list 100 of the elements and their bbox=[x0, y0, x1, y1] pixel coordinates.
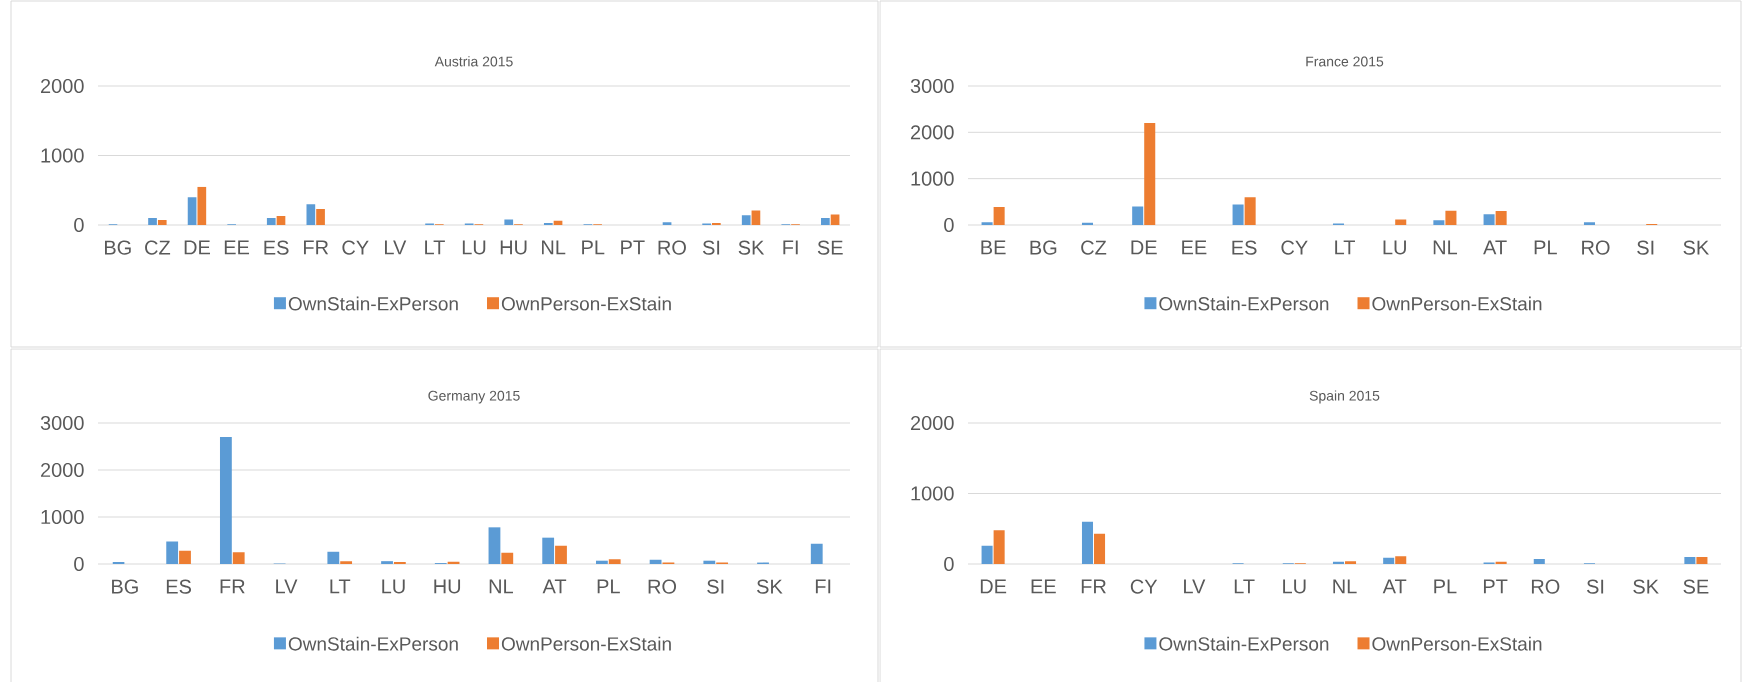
x-tick-label: PL bbox=[1534, 240, 1557, 255]
x-tick-label: HU bbox=[500, 240, 527, 255]
x-tick-label: BG bbox=[1030, 240, 1057, 255]
x-tick-label: EE bbox=[224, 240, 250, 255]
bar bbox=[993, 530, 1005, 564]
chart-title: Spain 2015 bbox=[1309, 390, 1380, 404]
legend-label: OwnStain-ExPerson bbox=[1159, 296, 1329, 311]
y-tick-label: 3000 bbox=[910, 78, 954, 94]
x-tick-label: PT bbox=[1483, 579, 1508, 594]
y-tick-label: 0 bbox=[944, 556, 954, 572]
bar bbox=[306, 204, 316, 225]
x-tick-label: SE bbox=[1683, 579, 1709, 594]
y-tick-label: 1000 bbox=[41, 148, 84, 163]
x-tick-label: RO bbox=[1531, 579, 1560, 594]
bar bbox=[276, 215, 286, 225]
bar bbox=[148, 218, 157, 225]
x-tick-label: HU bbox=[434, 579, 461, 594]
x-tick-label: BE bbox=[981, 240, 1006, 255]
bar bbox=[662, 222, 672, 225]
legend-label: OwnPerson-ExStain bbox=[1372, 636, 1542, 651]
y-tick-label: 0 bbox=[74, 217, 84, 233]
bar bbox=[1132, 206, 1144, 225]
x-tick-label: LV bbox=[385, 240, 407, 255]
chart-title: Germany 2015 bbox=[428, 390, 520, 404]
x-tick-label: AT bbox=[1382, 579, 1407, 594]
bar bbox=[1495, 211, 1507, 225]
y-tick-label: 0 bbox=[74, 556, 84, 572]
bar bbox=[555, 545, 567, 564]
x-tick-label: NL bbox=[1333, 579, 1357, 594]
x-tick-label: LT bbox=[1335, 240, 1355, 255]
bar bbox=[981, 222, 993, 225]
bar bbox=[381, 561, 393, 564]
legend-label: OwnPerson-ExStain bbox=[501, 296, 671, 311]
bar bbox=[1094, 533, 1106, 564]
bar bbox=[340, 561, 353, 564]
x-tick-label: LV bbox=[276, 579, 298, 594]
bar bbox=[993, 206, 1005, 225]
x-tick-label: FR bbox=[1081, 579, 1106, 594]
legend-label: OwnPerson-ExStain bbox=[501, 636, 671, 651]
bar bbox=[197, 186, 207, 225]
bar bbox=[1081, 521, 1094, 564]
legend-label: OwnStain-ExPerson bbox=[288, 296, 458, 311]
x-tick-label: RO bbox=[1582, 240, 1610, 255]
y-tick-label: 1000 bbox=[41, 509, 84, 525]
bar bbox=[703, 560, 716, 564]
x-tick-label: PL bbox=[582, 240, 605, 255]
bar bbox=[327, 551, 340, 564]
legend-label: OwnPerson-ExStain bbox=[1372, 296, 1542, 311]
bar bbox=[1696, 556, 1708, 564]
x-tick-label: SI bbox=[702, 240, 720, 255]
x-tick-label: SE bbox=[817, 240, 843, 255]
bar bbox=[751, 210, 761, 225]
x-tick-label: LU bbox=[462, 240, 486, 255]
x-tick-label: SI bbox=[1586, 579, 1604, 594]
x-tick-label: BG bbox=[112, 579, 138, 594]
bar bbox=[219, 437, 232, 564]
x-tick-label: LT bbox=[425, 240, 445, 255]
x-tick-label: LU bbox=[1283, 579, 1306, 594]
bar bbox=[266, 218, 276, 225]
bar bbox=[157, 220, 167, 225]
bar bbox=[488, 527, 501, 564]
bar bbox=[810, 543, 823, 564]
x-tick-label: BG bbox=[105, 240, 131, 255]
x-tick-label: EE bbox=[1182, 240, 1207, 255]
x-tick-label: NL bbox=[489, 579, 513, 594]
y-tick-label: 0 bbox=[944, 217, 954, 233]
bar bbox=[608, 559, 621, 564]
bar bbox=[1332, 561, 1345, 564]
x-tick-label: LT bbox=[330, 579, 351, 594]
x-tick-label: ES bbox=[264, 240, 289, 255]
x-tick-label: SI bbox=[707, 579, 724, 594]
x-tick-label: SK bbox=[757, 579, 783, 594]
bar bbox=[542, 537, 555, 564]
x-tick-label: FR bbox=[304, 240, 329, 255]
x-tick-label: RO bbox=[648, 579, 677, 594]
x-tick-label: RO bbox=[658, 240, 686, 255]
x-tick-label: PL bbox=[1434, 579, 1457, 594]
x-tick-label: CZ bbox=[145, 240, 171, 255]
bar bbox=[1533, 559, 1545, 564]
x-tick-label: AT bbox=[1483, 240, 1507, 255]
x-tick-label: SK bbox=[1633, 579, 1659, 594]
bar bbox=[1445, 210, 1457, 225]
bar bbox=[649, 559, 662, 564]
bar bbox=[501, 552, 514, 564]
bar bbox=[1495, 561, 1507, 564]
y-tick-label: 2000 bbox=[910, 125, 954, 140]
x-tick-label: LT bbox=[1234, 579, 1255, 594]
x-tick-label: DE bbox=[184, 240, 210, 255]
bar bbox=[1684, 556, 1696, 564]
x-tick-label: CZ bbox=[1081, 240, 1107, 255]
y-tick-label: 2000 bbox=[41, 462, 84, 478]
bar bbox=[1383, 557, 1395, 564]
x-tick-label: CY bbox=[1281, 240, 1308, 255]
x-tick-label: DE bbox=[1131, 240, 1157, 255]
bar bbox=[316, 209, 325, 225]
legend-label: OwnStain-ExPerson bbox=[288, 636, 458, 651]
bar bbox=[1433, 220, 1445, 225]
bar bbox=[1395, 219, 1407, 225]
legend-label: OwnStain-ExPerson bbox=[1159, 636, 1329, 651]
y-tick-label: 1000 bbox=[911, 171, 954, 186]
